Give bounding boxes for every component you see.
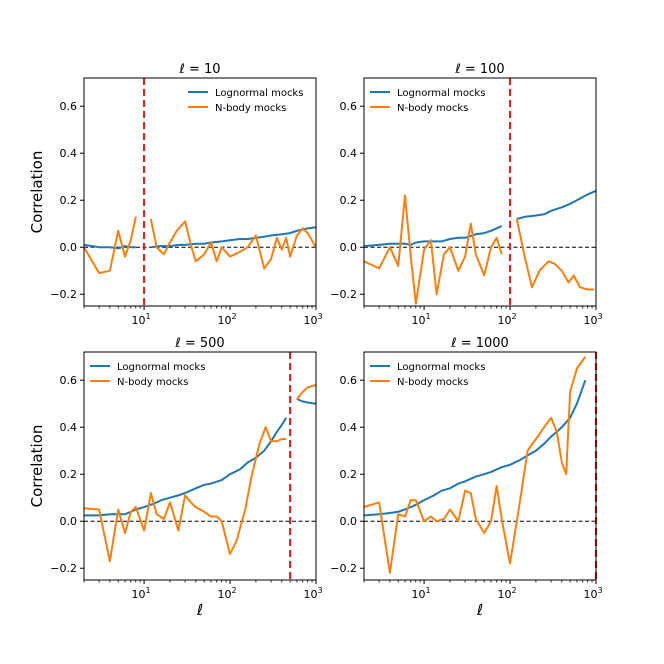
nbody-series-line	[364, 194, 595, 305]
legend-label: Lognormal mocks	[117, 362, 205, 373]
y-tick-label: 0.2	[340, 468, 358, 481]
legend-label: N-body mocks	[117, 377, 188, 388]
legend: Lognormal mocks N-body mocks	[188, 88, 303, 114]
lognormal-series-line	[364, 379, 587, 517]
legend-label: Lognormal mocks	[215, 88, 303, 99]
y-tick-label: 0.6	[60, 374, 78, 387]
lognormal-series-line	[84, 398, 316, 517]
y-tick-label: −0.2	[330, 288, 357, 301]
legend: Lognormal mocks N-body mocks	[370, 362, 485, 388]
y-axis-label: Correlation	[28, 425, 46, 508]
panel-2: −0.2 0.0 0.2 0.4 0.6 101 102 103 ℓ = 100 Lognorma…	[330, 62, 602, 327]
y-tick-label: 0.0	[340, 515, 358, 528]
y-axis-label: Correlation	[28, 151, 46, 234]
lognormal-series-line	[364, 189, 596, 248]
axes-frame	[83, 77, 317, 307]
y-tick-label: 0.6	[340, 374, 358, 387]
x-tick-label: 101	[412, 312, 431, 327]
y-tick-label: 0.0	[340, 241, 358, 254]
y-tick-label: −0.2	[50, 288, 77, 301]
y-tick-label: 0.2	[340, 194, 358, 207]
panel-title: ℓ = 10	[178, 62, 220, 77]
x-tick-label: 102	[217, 586, 236, 601]
legend: Lognormal mocks N-body mocks	[90, 362, 205, 388]
nbody-series-line	[84, 216, 316, 275]
y-tick-label: 0.6	[340, 100, 358, 113]
x-tick-label: 103	[303, 312, 322, 327]
panel-4: −0.2 0.0 0.2 0.4 0.6 101 102 103 ℓ = 1000 ℓ Lognor…	[330, 336, 602, 619]
panel-title: ℓ = 1000	[450, 336, 509, 351]
y-tick-label: −0.2	[330, 562, 357, 575]
y-tick-label: 0.4	[340, 147, 358, 160]
legend-label: N-body mocks	[215, 103, 286, 114]
y-tick-label: 0.2	[60, 468, 78, 481]
x-tick-label: 103	[583, 586, 602, 601]
x-tick-label: 101	[132, 586, 151, 601]
panel-3: −0.2 0.0 0.2 0.4 0.6 101 102 103 ℓ = 500 Correlat…	[28, 336, 323, 619]
x-tick-label: 101	[132, 312, 151, 327]
legend-label: N-body mocks	[397, 377, 468, 388]
nbody-series-line	[364, 356, 587, 574]
panel-title: ℓ = 100	[454, 62, 504, 77]
legend: Lognormal mocks N-body mocks	[370, 88, 485, 114]
x-axis-label: ℓ	[476, 601, 483, 619]
panel-1: −0.2 0.0 0.2 0.4 0.6 101 102 103 ℓ = 10 Correlati…	[28, 62, 323, 327]
nbody-series-line	[84, 383, 316, 563]
y-tick-label: 0.6	[60, 100, 78, 113]
axes-frame	[363, 351, 597, 581]
y-tick-label: 0.2	[60, 194, 78, 207]
y-tick-label: 0.0	[60, 515, 78, 528]
y-tick-label: 0.4	[60, 147, 78, 160]
x-tick-label: 103	[583, 312, 602, 327]
x-tick-label: 101	[412, 586, 431, 601]
panel-title: ℓ = 500	[174, 336, 224, 351]
y-tick-label: 0.4	[60, 421, 78, 434]
x-tick-label: 102	[497, 312, 516, 327]
axes-frame	[83, 351, 317, 581]
y-tick-label: 0.4	[340, 421, 358, 434]
x-tick-label: 102	[497, 586, 516, 601]
axes-frame	[363, 77, 597, 307]
y-tick-label: 0.0	[60, 241, 78, 254]
legend-label: Lognormal mocks	[397, 362, 485, 373]
y-tick-label: −0.2	[50, 562, 77, 575]
legend-label: N-body mocks	[397, 103, 468, 114]
x-tick-label: 102	[217, 312, 236, 327]
legend-label: Lognormal mocks	[397, 88, 485, 99]
x-axis-label: ℓ	[196, 601, 203, 619]
x-tick-label: 103	[303, 586, 322, 601]
